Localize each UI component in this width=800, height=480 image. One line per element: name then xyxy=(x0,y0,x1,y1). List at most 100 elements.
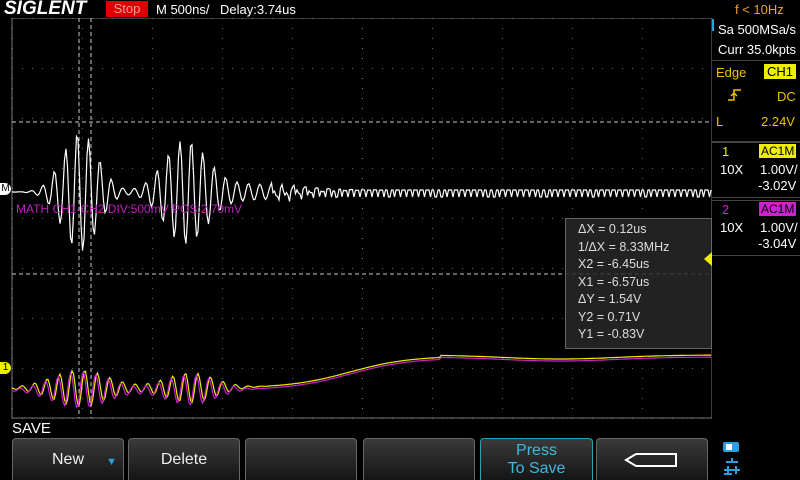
grid-dot xyxy=(82,408,83,409)
grid-dot xyxy=(642,198,643,199)
grid-dot xyxy=(132,368,133,369)
grid-dot xyxy=(362,28,363,29)
grid-dot xyxy=(82,368,83,369)
grid-dot xyxy=(432,208,433,209)
grid-dot xyxy=(222,118,223,119)
grid-dot xyxy=(542,318,543,319)
grid-dot xyxy=(502,118,503,119)
grid-dot xyxy=(82,68,83,69)
grid-dot xyxy=(552,168,553,169)
grid-dot xyxy=(82,148,83,149)
grid-dot xyxy=(312,268,313,269)
grid-dot xyxy=(242,318,243,319)
grid-dot xyxy=(362,58,363,59)
grid-dot xyxy=(122,118,123,119)
grid-dot xyxy=(82,168,83,169)
grid-dot xyxy=(662,68,663,69)
grid-dot xyxy=(562,68,563,69)
grid-dot xyxy=(432,408,433,409)
grid-dot xyxy=(492,268,493,269)
grid-dot xyxy=(432,288,433,289)
grid-dot xyxy=(622,118,623,119)
grid-dot xyxy=(652,68,653,69)
grid-dot xyxy=(352,68,353,69)
grid-dot xyxy=(432,298,433,299)
grid-dot xyxy=(362,108,363,109)
trigger-arrow xyxy=(704,252,712,266)
grid-dot xyxy=(312,68,313,69)
grid-dot xyxy=(102,118,103,119)
grid-dot xyxy=(292,378,293,379)
grid-dot xyxy=(502,358,503,359)
grid-dot xyxy=(292,358,293,359)
back-button[interactable] xyxy=(596,438,708,480)
grid-dot xyxy=(82,238,83,239)
grid-dot xyxy=(432,188,433,189)
grid-dot xyxy=(512,318,513,319)
grid-dot xyxy=(252,118,253,119)
grid-dot xyxy=(642,388,643,389)
cursor-value: ΔX = 0.12us xyxy=(578,222,647,236)
grid-dot xyxy=(212,118,213,119)
grid-dot xyxy=(82,348,83,349)
grid-dot xyxy=(422,168,423,169)
grid-dot xyxy=(112,268,113,269)
grid-dot xyxy=(292,388,293,389)
grid-dot xyxy=(552,118,553,119)
save-button[interactable]: Press To Save xyxy=(480,438,593,480)
grid-dot xyxy=(292,338,293,339)
grid-dot xyxy=(32,168,33,169)
grid-dot xyxy=(142,68,143,69)
grid-dot xyxy=(432,248,433,249)
grid-dot xyxy=(402,268,403,269)
grid-dot xyxy=(362,78,363,79)
grid-dot xyxy=(292,288,293,289)
grid-dot xyxy=(202,368,203,369)
grid-dot xyxy=(142,318,143,319)
grid-dot xyxy=(692,368,693,369)
grid-dot xyxy=(642,108,643,109)
grid-dot xyxy=(632,68,633,69)
grid-dot xyxy=(62,118,63,119)
grid-dot xyxy=(432,118,433,119)
run-status[interactable]: Stop xyxy=(106,1,148,17)
grid-dot xyxy=(552,268,553,269)
grid-dot xyxy=(22,218,23,219)
grid-dot xyxy=(382,368,383,369)
grid-dot xyxy=(622,368,623,369)
delete-button[interactable]: Delete xyxy=(128,438,240,480)
grid-dot xyxy=(562,118,563,119)
grid-dot xyxy=(432,108,433,109)
grid-dot xyxy=(362,398,363,399)
grid-dot xyxy=(152,118,153,119)
grid-dot xyxy=(222,138,223,139)
grid-dot xyxy=(462,268,463,269)
grid-dot xyxy=(152,28,153,29)
grid-dot xyxy=(412,68,413,69)
grid-dot xyxy=(652,118,653,119)
grid-dot xyxy=(152,88,153,89)
frequency: f < 10Hz xyxy=(735,2,784,17)
grid-dot xyxy=(212,68,213,69)
ch1-trace xyxy=(11,354,711,407)
grid-dot xyxy=(152,318,153,319)
grid-dot xyxy=(482,368,483,369)
grid-dot xyxy=(282,168,283,169)
grid-dot xyxy=(362,188,363,189)
grid-dot xyxy=(542,268,543,269)
grid-dot xyxy=(152,288,153,289)
grid-dot xyxy=(532,268,533,269)
grid-dot xyxy=(222,48,223,49)
grid-dot xyxy=(382,118,383,119)
grid-dot xyxy=(322,168,323,169)
grid-dot xyxy=(322,368,323,369)
grid-dot xyxy=(262,268,263,269)
grid-dot xyxy=(222,28,223,29)
grid-dot xyxy=(112,368,113,369)
new-button[interactable]: New ▼ xyxy=(12,438,124,480)
grid-dot xyxy=(682,368,683,369)
channel-marker: 1 xyxy=(0,362,11,374)
grid-dot xyxy=(152,228,153,229)
